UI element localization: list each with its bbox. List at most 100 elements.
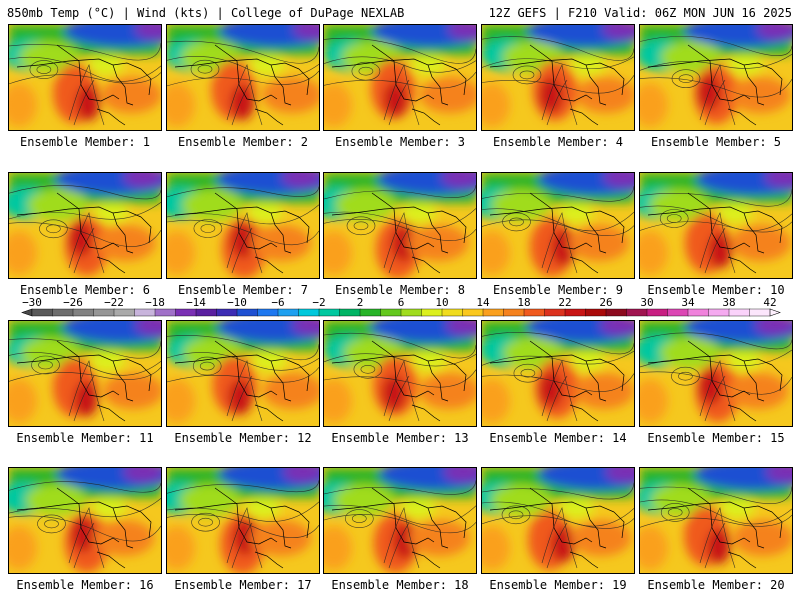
ensemble-member-label: Ensemble Member: 3 <box>334 135 466 149</box>
colorbar-segment <box>175 308 197 317</box>
colorbar-tick-label: 38 <box>722 296 735 309</box>
member-map <box>9 25 161 130</box>
ensemble-member-label: Ensemble Member: 16 <box>16 578 154 592</box>
ensemble-member-label: Ensemble Member: 14 <box>489 431 627 445</box>
colorbar-segment <box>298 308 320 317</box>
ensemble-member-label: Ensemble Member: 15 <box>647 431 785 445</box>
colorbar-segment <box>72 308 95 317</box>
colorbar-segment <box>441 308 464 317</box>
colorbar-tick-label: 18 <box>517 296 530 309</box>
colorbar-segment <box>667 308 689 317</box>
ensemble-member-label: Ensemble Member: 13 <box>331 431 469 445</box>
colorbar-segment <box>728 308 751 317</box>
ensemble-member-panel <box>639 24 793 131</box>
colorbar-segment <box>605 308 628 317</box>
temperature-colorbar: −30 −26 −22 −18 −14 −10 −6 −2 2 6 10 14 18 22 26 30 34 38… <box>21 296 781 317</box>
colorbar-segment <box>646 308 669 317</box>
colorbar-segment <box>380 308 402 317</box>
member-map <box>9 173 161 278</box>
ensemble-member-label: Ensemble Member: 1 <box>19 135 151 149</box>
ensemble-member-label: Ensemble Member: 19 <box>489 578 627 592</box>
ensemble-member-label: Ensemble Member: 20 <box>647 578 785 592</box>
ensemble-member-panel <box>323 467 477 574</box>
member-map <box>167 468 319 573</box>
ensemble-member-panel <box>8 172 162 279</box>
ensemble-member-panel <box>166 172 320 279</box>
colorbar-tick-label: −2 <box>312 296 325 309</box>
colorbar-tick-label: −6 <box>271 296 284 309</box>
colorbar-tick-label: −26 <box>63 296 83 309</box>
ensemble-member-label: Ensemble Member: 6 <box>19 283 151 297</box>
member-map <box>324 468 476 573</box>
ensemble-member-panel <box>323 320 477 427</box>
colorbar-segment <box>277 308 300 317</box>
ensemble-member-panel <box>481 467 635 574</box>
ensemble-member-panel <box>481 320 635 427</box>
ensemble-member-label: Ensemble Member: 9 <box>492 283 624 297</box>
colorbar-segment <box>544 308 566 317</box>
colorbar-tick-label: 34 <box>681 296 695 309</box>
colorbar-segment <box>585 308 607 317</box>
colorbar-segment <box>236 308 259 317</box>
ensemble-member-label: Ensemble Member: 5 <box>650 135 782 149</box>
colorbar-segment <box>134 308 156 317</box>
ensemble-member-label: Ensemble Member: 4 <box>492 135 624 149</box>
member-map <box>324 25 476 130</box>
ensemble-member-panel <box>639 172 793 279</box>
product-title: 850mb Temp (°C) | Wind (kts) | College o… <box>7 6 405 20</box>
colorbar-segment <box>749 308 771 317</box>
ensemble-member-panel <box>481 24 635 131</box>
member-map <box>324 321 476 426</box>
ensemble-member-label: Ensemble Member: 17 <box>174 578 312 592</box>
valid-time: 12Z GEFS | F210 Valid: 06Z MON JUN 16 20… <box>488 6 792 20</box>
member-map <box>482 25 634 130</box>
ensemble-member-label: Ensemble Member: 12 <box>174 431 312 445</box>
ensemble-member-label: Ensemble Member: 10 <box>647 283 785 297</box>
member-map <box>640 173 792 278</box>
colorbar-tick-label: −14 <box>186 296 206 309</box>
colorbar-segment <box>462 308 484 317</box>
ensemble-member-label: Ensemble Member: 8 <box>334 283 466 297</box>
colorbar-tick-label: 10 <box>435 296 448 309</box>
colorbar-segment <box>52 308 74 317</box>
colorbar-segment <box>257 308 279 317</box>
colorbar-tick-label: 14 <box>476 296 490 309</box>
colorbar-tick-label: −18 <box>145 296 165 309</box>
ensemble-member-panel <box>323 24 477 131</box>
ensemble-member-panel <box>166 320 320 427</box>
colorbar-segment <box>31 308 54 317</box>
member-map <box>9 321 161 426</box>
ensemble-member-panel <box>639 320 793 427</box>
colorbar-segment <box>359 308 382 317</box>
ensemble-member-panel <box>8 320 162 427</box>
ensemble-member-panel <box>166 467 320 574</box>
colorbar-segment <box>421 308 443 317</box>
ensemble-member-panel <box>639 467 793 574</box>
ensemble-member-panel <box>8 467 162 574</box>
colorbar-tick-label: −30 <box>22 296 42 309</box>
colorbar-tick-label: 26 <box>599 296 612 309</box>
colorbar-segment <box>93 308 115 317</box>
colorbar-tick-label: 22 <box>558 296 571 309</box>
colorbar-right-arrow <box>769 308 781 317</box>
ensemble-member-label: Ensemble Member: 18 <box>331 578 469 592</box>
member-map <box>324 173 476 278</box>
colorbar-segment <box>318 308 341 317</box>
colorbar-segment <box>482 308 505 317</box>
colorbar-tick-label: 42 <box>763 296 776 309</box>
ensemble-member-panel <box>323 172 477 279</box>
colorbar-tick-label: −22 <box>104 296 124 309</box>
colorbar-segment <box>708 308 730 317</box>
ensemble-member-label: Ensemble Member: 2 <box>177 135 309 149</box>
colorbar-segment <box>564 308 587 317</box>
member-map <box>482 173 634 278</box>
colorbar-segment <box>503 308 525 317</box>
member-map <box>482 468 634 573</box>
member-map <box>167 25 319 130</box>
colorbar-segment <box>195 308 218 317</box>
colorbar-segment <box>154 308 177 317</box>
colorbar-segment <box>687 308 710 317</box>
colorbar-tick-label: 30 <box>640 296 653 309</box>
colorbar-left-arrow <box>21 308 33 317</box>
member-map <box>167 173 319 278</box>
